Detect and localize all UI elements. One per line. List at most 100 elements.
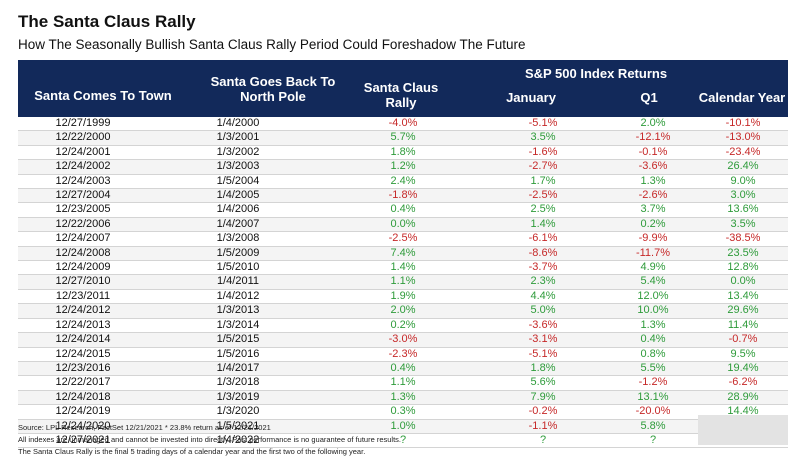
cell-calendar-year: 19.4% (698, 361, 788, 377)
header-rally: Santa Claus Rally (336, 80, 466, 110)
cell-q1: 3.7% (608, 202, 698, 218)
table-row: 12/27/1999 1/4/2000 -4.0% -5.1% 2.0% -10.1% (18, 117, 788, 132)
cell-january: 1.4% (478, 217, 608, 233)
cell-rally: 2.4% (328, 174, 478, 190)
header-calendar-year: Calendar Year (698, 90, 786, 105)
cell-calendar-year: 3.0% (698, 188, 788, 204)
header-q1: Q1 (640, 90, 658, 105)
cell-comes-date: 12/24/2015 (18, 347, 148, 362)
table-header: Santa Comes To Town Santa Goes Back To N… (18, 60, 788, 117)
cell-january: -2.5% (478, 188, 608, 204)
cell-comes-date: 12/24/2002 (18, 159, 148, 175)
cell-january: -3.6% (478, 318, 608, 334)
cell-rally: 1.4% (328, 260, 478, 276)
cell-rally: -2.5% (328, 231, 478, 247)
cell-goes-date: 1/3/2001 (148, 130, 328, 146)
cell-comes-date: 12/22/2017 (18, 375, 148, 391)
cell-comes-date: 12/24/2012 (18, 303, 148, 319)
cell-january: 5.6% (478, 375, 608, 391)
cell-january: -3.1% (478, 332, 608, 348)
page-title: The Santa Claus Rally (18, 12, 196, 31)
cell-comes-date: 12/27/2021 (18, 433, 148, 449)
cell-goes-date: 1/5/2016 (148, 347, 328, 362)
cell-calendar-year: 29.6% (698, 303, 788, 319)
footnotes: Source: LPL Research, FactSet 12/21/2021… (18, 422, 401, 458)
cell-comes-date: 12/24/2003 (18, 174, 148, 190)
cell-rally: 1.1% (328, 375, 478, 391)
footnote-definition: The Santa Claus Rally is the final 5 tra… (18, 447, 366, 456)
cell-comes-date: 12/24/2019 (18, 404, 148, 420)
footnote-disclaimer: All indexes are unmanaged and cannot be … (18, 435, 402, 444)
cell-comes-date: 12/24/2014 (18, 332, 148, 348)
header-santa-goes: Santa Goes Back To North Pole (188, 74, 358, 104)
cell-january: -6.1% (478, 231, 608, 247)
cell-january: -0.2% (478, 404, 608, 420)
cell-q1: 0.2% (608, 217, 698, 233)
cell-rally: 0.0% (328, 217, 478, 233)
cell-comes-date: 12/24/2018 (18, 390, 148, 406)
cell-calendar-year: 26.4% (698, 159, 788, 175)
table-row: 12/24/2008 1/5/2009 7.4% -8.6% -11.7% 23.5% (18, 246, 788, 262)
table-row: 12/24/2003 1/5/2004 2.4% 1.7% 1.3% 9.0% (18, 174, 788, 190)
table-row: 12/22/2017 1/3/2018 1.1% 5.6% -1.2% -6.2% (18, 375, 788, 391)
cell-calendar-year: 13.6% (698, 202, 788, 218)
header-santa-goes-line2: North Pole (240, 89, 306, 104)
cell-goes-date: 1/3/2013 (148, 303, 328, 319)
cell-q1: -11.7% (608, 246, 698, 262)
table-row: 12/24/2019 1/3/2020 0.3% -0.2% -20.0% 14.4% (18, 404, 788, 420)
cell-january: -5.1% (478, 347, 608, 362)
cell-goes-date: 1/4/2006 (148, 202, 328, 218)
cell-rally: -4.0% (328, 117, 478, 132)
cell-q1: -12.1% (608, 130, 698, 146)
cell-calendar-year: 28.9% (698, 390, 788, 406)
table-row: 12/24/2018 1/3/2019 1.3% 7.9% 13.1% 28.9% (18, 390, 788, 406)
cell-q1: 5.5% (608, 361, 698, 377)
cell-calendar-year: 11.4% (698, 318, 788, 334)
cell-q1: 1.3% (608, 318, 698, 334)
table-row: 12/27/2010 1/4/2011 1.1% 2.3% 5.4% 0.0% (18, 274, 788, 290)
header-santa-goes-line1: Santa Goes Back To (210, 74, 336, 89)
cell-rally: 2.0% (328, 303, 478, 319)
cell-q1: 2.0% (608, 117, 698, 132)
cell-comes-date: 12/27/2010 (18, 274, 148, 290)
cell-calendar-year: 23.5% (698, 246, 788, 262)
cell-q1: 5.4% (608, 274, 698, 290)
cell-q1: ? (608, 433, 698, 449)
cell-calendar-year: 9.5% (698, 347, 788, 362)
table-row: 12/22/2006 1/4/2007 0.0% 1.4% 0.2% 3.5% (18, 217, 788, 233)
cell-comes-date: 12/23/2011 (18, 289, 148, 305)
cell-rally: 0.4% (328, 361, 478, 377)
header-sp500-group: S&P 500 Index Returns (524, 66, 668, 81)
cell-calendar-year: 9.0% (698, 174, 788, 190)
header-rally-line1: Santa Claus (363, 80, 439, 95)
header-rally-line2: Rally (385, 95, 417, 110)
cell-comes-date: 12/27/1999 (18, 117, 148, 132)
cell-q1: 0.8% (608, 347, 698, 362)
cell-goes-date: 1/4/2012 (148, 289, 328, 305)
table-row: 12/23/2011 1/4/2012 1.9% 4.4% 12.0% 13.4% (18, 289, 788, 305)
cell-january: -1.1% (478, 419, 608, 434)
cell-q1: 13.1% (608, 390, 698, 406)
cell-goes-date: 1/5/2004 (148, 174, 328, 190)
cell-comes-date: 12/24/2008 (18, 246, 148, 262)
cell-goes-date: 1/5/2010 (148, 260, 328, 276)
cell-comes-date: 12/23/2016 (18, 361, 148, 377)
cell-january: -1.6% (478, 145, 608, 161)
cell-january: 5.0% (478, 303, 608, 319)
cell-goes-date: 1/3/2014 (148, 318, 328, 334)
cell-goes-date: 1/4/2005 (148, 188, 328, 204)
table-row: 12/23/2005 1/4/2006 0.4% 2.5% 3.7% 13.6% (18, 202, 788, 218)
cell-calendar-year: -38.5% (698, 231, 788, 247)
cell-january: 2.5% (478, 202, 608, 218)
cell-q1: -3.6% (608, 159, 698, 175)
cell-calendar-year: -13.0% (698, 130, 788, 146)
cell-goes-date: 1/3/2003 (148, 159, 328, 175)
cell-rally: 1.8% (328, 145, 478, 161)
header-santa-comes: Santa Comes To Town (34, 88, 172, 103)
table-row: 12/24/2009 1/5/2010 1.4% -3.7% 4.9% 12.8% (18, 260, 788, 276)
cell-rally: ? (328, 433, 478, 449)
cell-goes-date: 1/4/2000 (148, 117, 328, 132)
cell-q1: -0.1% (608, 145, 698, 161)
cell-q1: -20.0% (608, 404, 698, 420)
cell-goes-date: 1/5/2015 (148, 332, 328, 348)
